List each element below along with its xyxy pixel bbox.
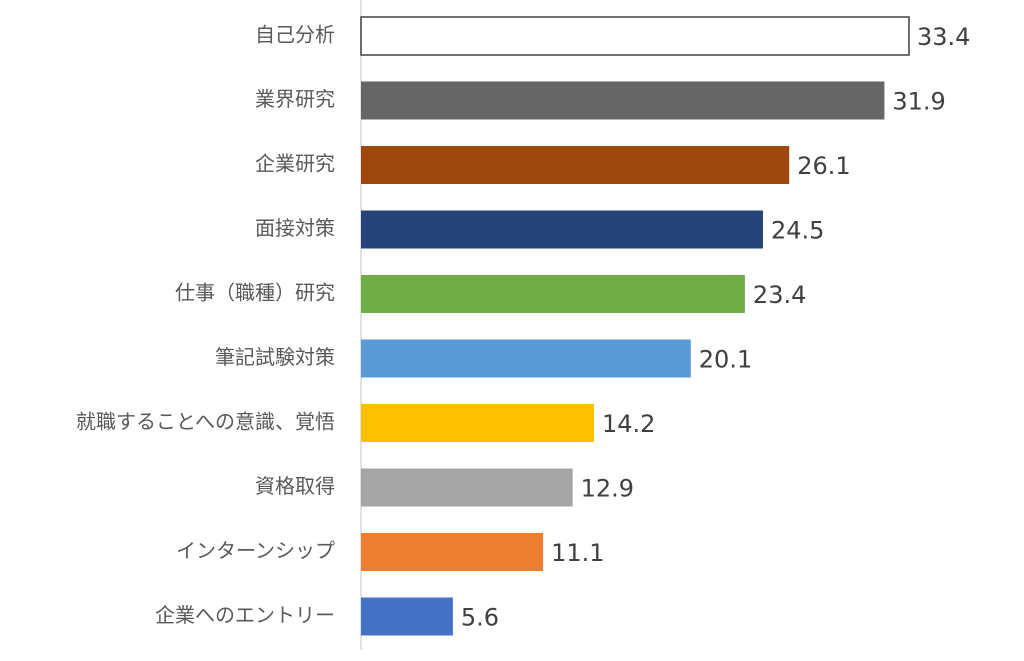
bar [361,81,885,120]
category-label: 筆記試験対策 [215,345,335,369]
category-label: 業界研究 [255,87,335,111]
value-label: 23.4 [753,281,806,309]
bar [360,16,910,56]
value-label: 31.9 [892,88,945,116]
category-label: 面接対策 [255,216,335,240]
value-label: 24.5 [771,217,824,245]
category-label: 自己分析 [255,23,335,47]
category-label: 企業へのエントリー [155,603,335,627]
bar [361,275,745,313]
bar [361,533,544,571]
bar [361,468,573,507]
value-label: 12.9 [581,475,634,503]
category-label: 仕事（職種）研究 [175,281,335,305]
bar [361,597,453,636]
value-label: 5.6 [461,604,499,632]
bar [361,146,790,184]
value-label: 33.4 [917,23,970,51]
value-label: 26.1 [797,152,850,180]
value-label: 11.1 [551,539,604,567]
category-label: 資格取得 [255,474,335,498]
category-label: 就職することへの意識、覚悟 [76,410,335,434]
value-label: 20.1 [699,346,752,374]
bar [361,210,763,249]
category-label: 企業研究 [255,152,335,176]
bar [361,404,594,442]
bar [361,339,691,378]
value-label: 14.2 [602,410,655,438]
category-label: インターンシップ [176,539,335,563]
